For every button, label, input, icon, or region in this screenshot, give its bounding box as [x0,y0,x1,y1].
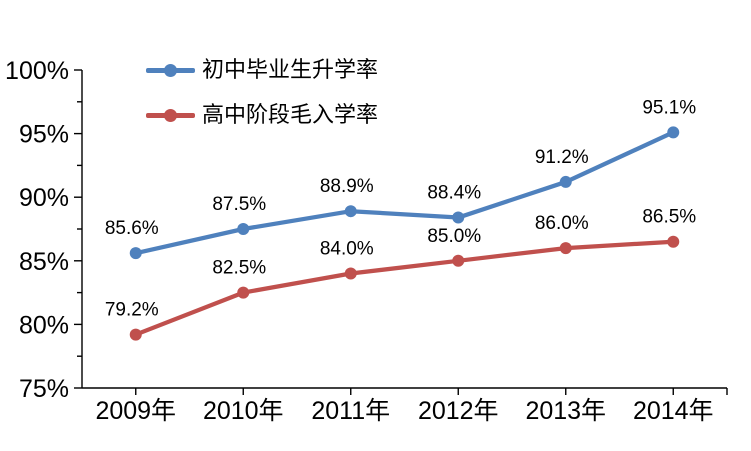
data-label-series1: 95.1% [642,97,696,118]
data-point-marker-series1 [344,205,357,218]
series-line-2 [133,239,676,337]
x-axis-tick-label: 2010年 [203,397,284,425]
data-label-series1: 87.5% [212,194,266,215]
y-axis-tick-label: 90% [19,184,69,212]
x-axis-tick-label: 2012年 [418,397,499,425]
data-point-marker-series1 [667,126,680,139]
data-point-marker-series2 [344,267,357,280]
data-point-marker-series2 [559,242,572,255]
x-axis-tick-label: 2009年 [95,397,176,425]
y-axis-tick-label: 75% [19,375,69,403]
data-point-marker-series1 [129,247,142,260]
data-point-marker-series2 [667,235,680,248]
data-label-series2: 84.0% [320,239,374,260]
data-point-marker-series1 [559,175,572,188]
data-label-series2: 79.2% [105,300,159,321]
legend-item-series2: 高中阶段毛入学率 [146,99,378,131]
x-axis-tick-label: 2011年 [311,397,390,425]
legend-dot-series2 [164,108,177,122]
data-point-marker-series2 [129,328,142,341]
data-point-marker-series1 [452,211,465,224]
data-label-series1: 91.2% [535,147,589,168]
y-axis-tick-label: 85% [19,248,69,276]
legend-line-marker-icon [146,63,195,77]
chart-legend: 初中毕业生升学率 高中阶段毛入学率 [146,54,378,144]
data-label-series2: 86.0% [535,213,589,234]
legend-label-series2: 高中阶段毛入学率 [202,102,379,127]
y-axis-tick-label: 95% [19,121,69,149]
data-point-marker-series2 [237,286,250,299]
data-label-series2: 85.0% [427,226,481,247]
data-label-series1: 85.6% [105,218,159,239]
series-line-1 [133,130,676,256]
x-axis-tick-label: 2014年 [633,397,714,425]
y-axis-tick-label: 80% [19,311,69,339]
x-axis-tick-label: 2013年 [525,397,606,425]
data-point-marker-series2 [452,254,465,267]
legend-dot-series1 [164,63,177,77]
legend-label-series1: 初中毕业生升学率 [202,57,379,82]
data-label-series2: 86.5% [642,207,696,228]
legend-line-marker-icon [146,108,195,122]
data-label-series1: 88.4% [427,183,481,204]
legend-item-series1: 初中毕业生升学率 [146,54,378,86]
data-point-marker-series1 [237,223,250,235]
data-label-series2: 82.5% [212,258,266,279]
data-label-series1: 88.9% [320,176,374,197]
y-axis-tick-label: 100% [5,57,69,85]
